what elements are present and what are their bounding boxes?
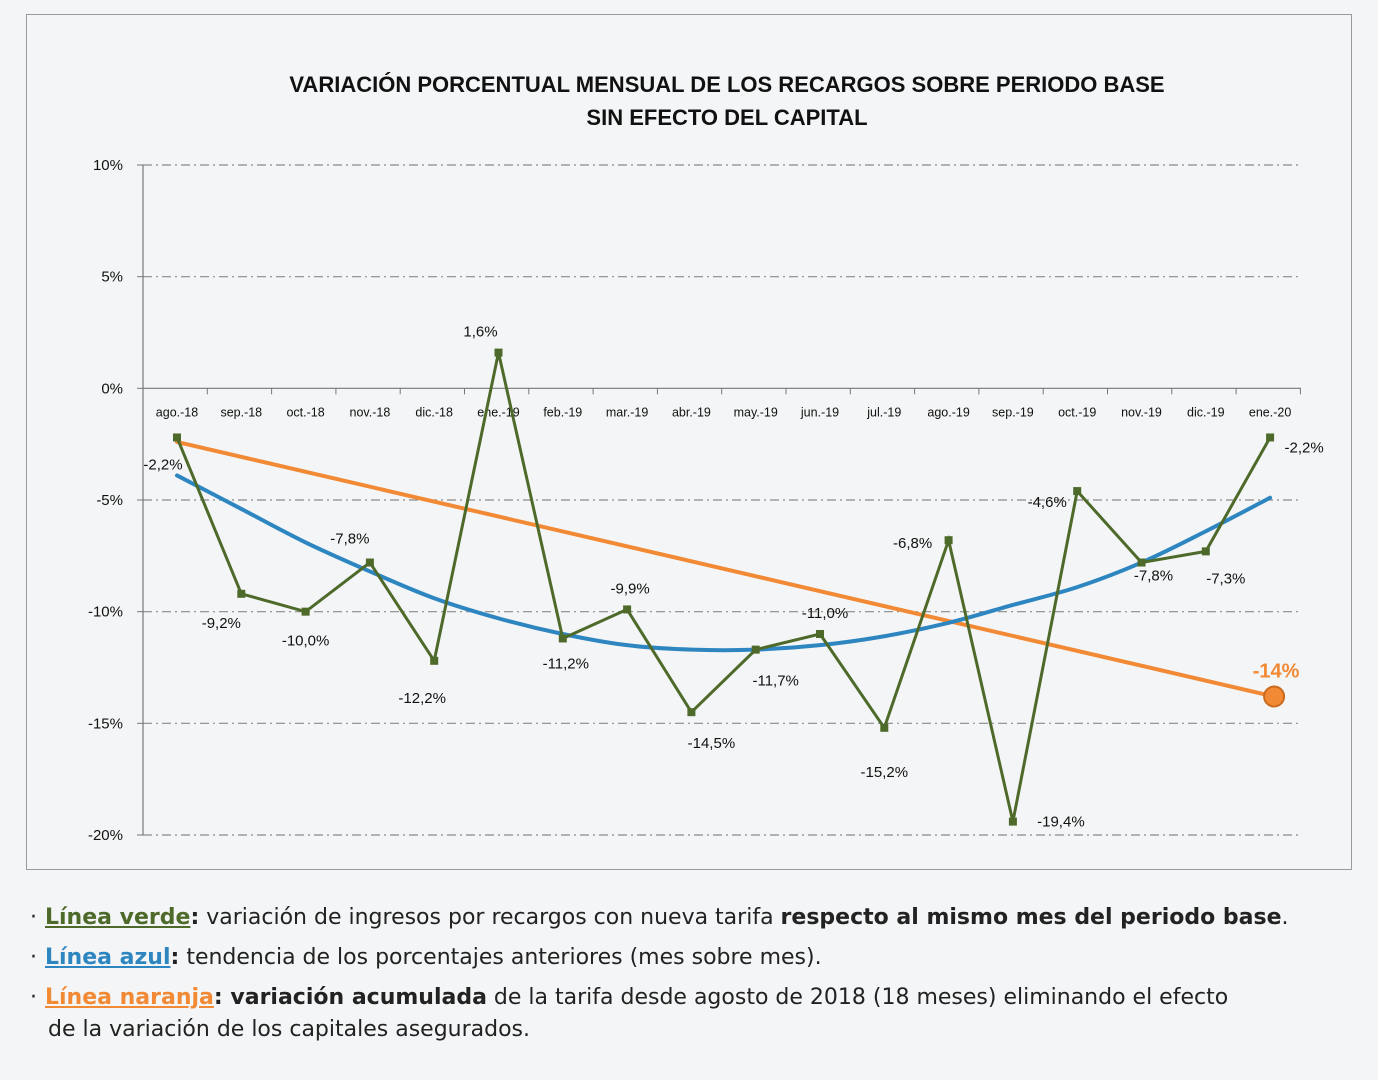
green-data-label: -9,2% (202, 615, 241, 632)
label-layer: -14% -2,2% -9,2% -10,0% -7,8% -12,2% 1,6% -11,2… (143, 324, 1323, 831)
green-point-marker (237, 589, 246, 598)
green-point-marker (944, 536, 953, 545)
green-data-label: -11,2% (543, 655, 589, 672)
x-tick-label: oct.-19 (1058, 405, 1096, 419)
note-orange-key: Línea naranja (45, 985, 214, 1010)
orange-final-label: -14% (1253, 661, 1300, 683)
green-series-line (175, 352, 1272, 822)
green-data-label: -10,0% (282, 633, 330, 650)
green-data-label: -4,6% (1028, 494, 1067, 511)
green-point-marker (301, 607, 310, 616)
note-green-colon: : (190, 905, 200, 930)
green-data-label: -2,2% (143, 456, 182, 473)
green-point-marker (1266, 433, 1275, 442)
blue-trend-line (175, 473, 1273, 653)
legend-notes: · Línea verde: variación de ingresos por … (30, 898, 1360, 1046)
x-tick-label: dic.-19 (1187, 405, 1225, 419)
note-blue-colon: : (170, 945, 180, 970)
x-tick-label: mar.-19 (606, 405, 648, 419)
grid-layer (143, 164, 1301, 836)
x-tick-label: ago.-18 (156, 405, 198, 419)
x-tick-label: jun.-19 (800, 405, 839, 419)
note-green-key: Línea verde (45, 905, 191, 930)
x-tick-label: ago.-19 (927, 405, 969, 419)
green-point-marker (1201, 547, 1210, 556)
green-data-label: -6,8% (893, 535, 932, 552)
green-point-marker (623, 605, 632, 614)
green-point-marker (751, 645, 760, 654)
bullet: · (30, 905, 37, 930)
green-point-marker (494, 348, 503, 357)
y-tick-label: -10% (88, 604, 123, 621)
x-tick-label: sep.-19 (992, 405, 1034, 419)
x-tick-label: dic.-18 (415, 405, 453, 419)
green-data-label: -14,5% (688, 735, 736, 752)
green-data-label: 1,6% (463, 324, 497, 341)
chart-title-line-1: VARIACIÓN PORCENTUAL MENSUAL DE LOS RECA… (289, 72, 1164, 97)
chart-title-line-2: SIN EFECTO DEL CAPITAL (586, 105, 867, 130)
axis-layer: 10% 5% 0% -5% -10% -15% -20% ago.-18 sep.-18 oct.… (88, 157, 1301, 844)
y-tick-label: 0% (101, 380, 123, 397)
green-data-label: -7,3% (1206, 570, 1245, 587)
green-point-marker (1008, 817, 1017, 826)
green-point-marker (558, 634, 567, 643)
green-point-marker (816, 630, 824, 638)
green-data-label: -2,2% (1285, 439, 1324, 456)
green-data-label: -15,2% (861, 764, 909, 781)
green-data-label: -12,2% (398, 690, 446, 707)
note-green: · Línea verde: variación de ingresos por … (30, 898, 1360, 938)
x-tick-label: jul.-19 (866, 405, 901, 419)
green-point-marker (1137, 558, 1146, 567)
orange-end-marker (1263, 685, 1286, 708)
green-data-label: -11,7% (752, 673, 798, 690)
green-point-marker (687, 708, 696, 717)
x-tick-label: ene.-20 (1249, 405, 1291, 419)
x-tick-label: nov.-18 (350, 405, 391, 419)
green-data-label: -9,9% (611, 580, 650, 597)
green-data-label: -7,8% (1134, 568, 1173, 585)
x-tick-label: abr.-19 (672, 405, 711, 419)
note-orange-strong: variación acumulada (222, 985, 487, 1010)
bullet: · (30, 945, 37, 970)
y-tick-label: 10% (93, 157, 123, 174)
note-green-end: . (1281, 905, 1289, 930)
x-tick-label: sep.-18 (220, 405, 262, 419)
note-orange-continuation: de la variación de los capitales asegura… (48, 1017, 531, 1042)
green-point-marker (1073, 487, 1082, 496)
x-tick-label: may.-19 (734, 405, 778, 419)
green-point-marker (430, 656, 439, 665)
x-tick-label: feb.-19 (543, 405, 582, 419)
orange-series-line (175, 439, 1277, 699)
note-blue-text: tendencia de los porcentajes anteriores … (179, 945, 822, 970)
x-tick-label: oct.-18 (286, 405, 324, 419)
bullet: · (30, 985, 37, 1010)
note-orange-colon: : (213, 985, 223, 1010)
y-tick-label: -5% (96, 492, 123, 509)
chart-frame: VARIACIÓN PORCENTUAL MENSUAL DE LOS RECA… (26, 14, 1352, 870)
line-chart: VARIACIÓN PORCENTUAL MENSUAL DE LOS RECA… (88, 72, 1324, 844)
green-point-marker (365, 558, 374, 567)
y-tick-label: -20% (88, 827, 123, 844)
green-data-label: -7,8% (330, 531, 369, 548)
note-orange-text: de la tarifa desde agosto de 2018 (18 me… (486, 985, 1229, 1010)
green-point-marker (880, 723, 889, 732)
green-data-label: -11,0% (802, 605, 848, 622)
note-green-text: variación de ingresos por recargos con n… (199, 905, 781, 930)
note-blue-key: Línea azul (45, 945, 171, 970)
y-tick-label: 5% (101, 269, 123, 286)
series-layer (173, 348, 1286, 826)
note-blue: · Línea azul: tendencia de los porcentaje… (30, 938, 1360, 978)
green-data-label: -19,4% (1037, 814, 1085, 831)
y-tick-label: -15% (88, 715, 123, 732)
x-tick-label: nov.-19 (1121, 405, 1162, 419)
green-point-marker (173, 433, 181, 442)
note-green-strong: respecto al mismo mes del periodo base (780, 905, 1282, 930)
note-orange: · Línea naranja: variación acumulada de l… (30, 978, 1360, 1046)
